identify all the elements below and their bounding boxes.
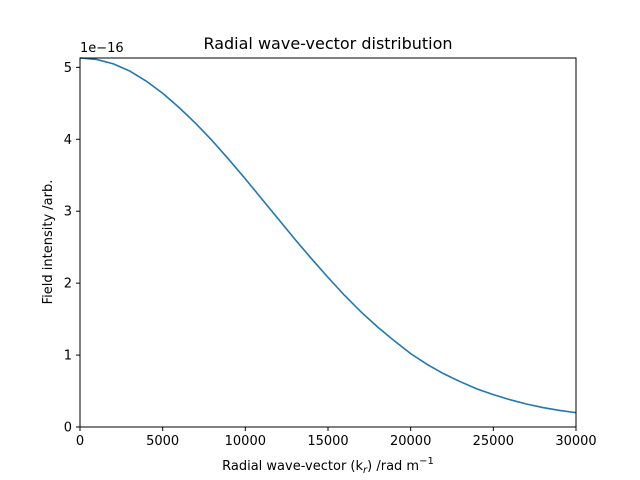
series-line bbox=[79, 57, 577, 414]
plot-frame bbox=[79, 57, 577, 428]
y-tick-label: 0 bbox=[64, 421, 72, 436]
x-tick-label: 20000 bbox=[390, 434, 431, 449]
y-tick-label: 4 bbox=[64, 133, 72, 148]
y-tick-label: 1 bbox=[64, 349, 72, 364]
x-axis-label-sub: r bbox=[363, 465, 368, 476]
chart-title: Radial wave-vector distribution bbox=[203, 34, 452, 53]
x-axis-label-main: Radial wave-vector (k bbox=[222, 459, 363, 474]
series-group bbox=[79, 57, 577, 414]
y-offset-text: 1e−16 bbox=[80, 41, 124, 56]
x-tick-label: 30000 bbox=[555, 434, 596, 449]
x-tick-label: 0 bbox=[76, 434, 84, 449]
y-tick-label: 3 bbox=[64, 205, 72, 220]
x-tick-label: 10000 bbox=[225, 434, 266, 449]
y-axis-label: Field intensity /arb. bbox=[41, 180, 56, 305]
x-tick-label: 15000 bbox=[307, 434, 348, 449]
x-axis-label-sup: −1 bbox=[419, 456, 434, 467]
y-tick-label: 2 bbox=[64, 277, 72, 292]
x-tick-label: 5000 bbox=[146, 434, 179, 449]
x-axis-label: Radial wave-vector (kr) /rad m−1 bbox=[222, 456, 434, 476]
axis-ticks: 0 5000 10000 15000 20000 25000 30000 0 1 2 3 4 5 bbox=[64, 61, 597, 449]
plot-area bbox=[80, 58, 576, 427]
y-tick-label: 5 bbox=[64, 61, 72, 76]
x-axis-label-unit: ) /rad m bbox=[367, 459, 419, 474]
x-tick-label: 25000 bbox=[473, 434, 514, 449]
